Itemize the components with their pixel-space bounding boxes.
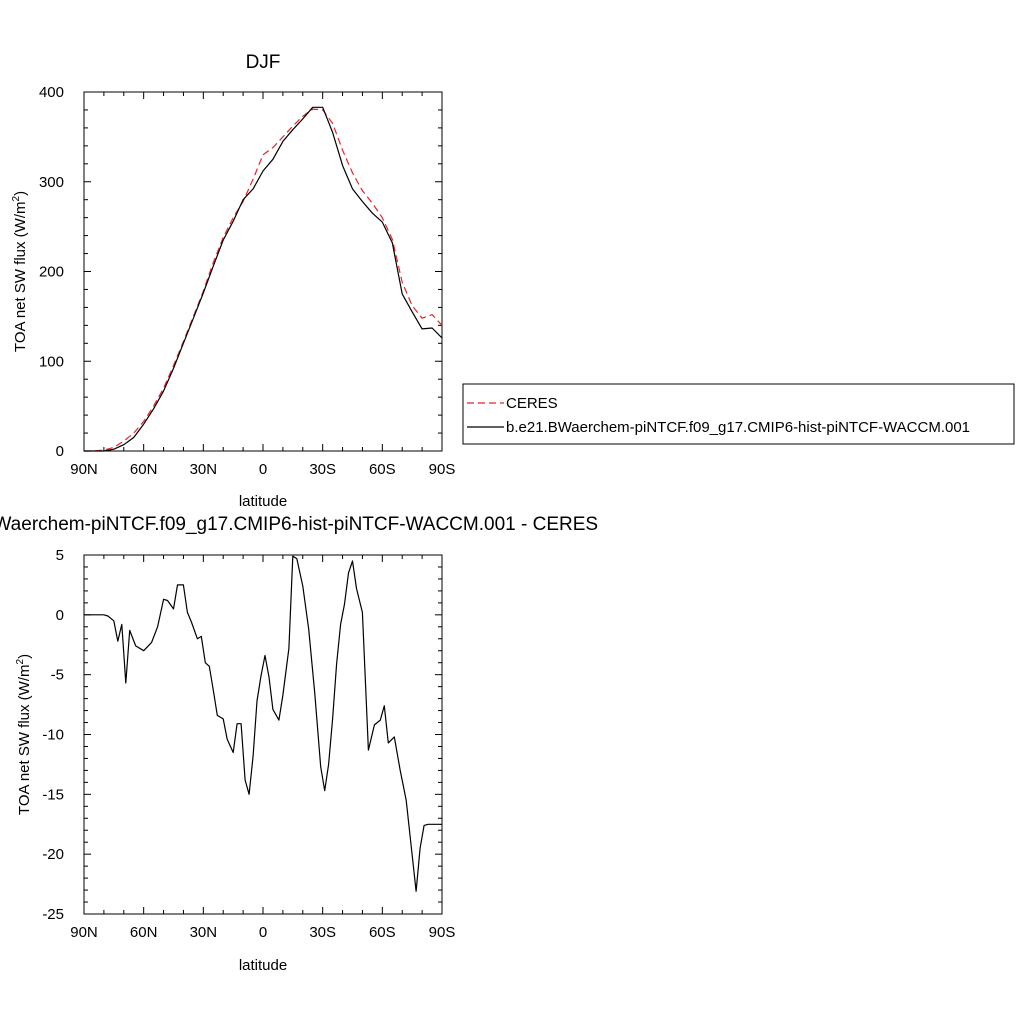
x-tick-label: 90N — [70, 924, 98, 941]
legend: CERES b.e21.BWaerchem-piNTCF.f09_g17.CMI… — [462, 383, 1015, 445]
x-tick-label: 90N — [70, 461, 98, 478]
chart-bottom-title: b.e21.BWaerchem-piNTCF.f09_g17.CMIP6-his… — [0, 514, 598, 535]
x-tick-label: 90S — [429, 461, 456, 478]
y-tick-label: -10 — [42, 727, 64, 744]
y-tick-label: 100 — [39, 353, 64, 370]
chart-top-title: DJF — [246, 52, 281, 73]
y-tick-label: 400 — [39, 84, 64, 101]
y-label-tail: ) — [16, 654, 33, 659]
y-tick-label: -5 — [51, 667, 64, 684]
chart-bottom: b.e21.BWaerchem-piNTCF.f09_g17.CMIP6-his… — [0, 514, 598, 974]
x-tick-label: 30N — [190, 461, 218, 478]
y-label-superscript: 2 — [15, 658, 26, 664]
chart-bottom-y-axis-label: TOA net SW flux (W/m2) — [15, 654, 33, 815]
plot-frame — [83, 91, 443, 452]
y-tick-label: 0 — [56, 443, 64, 460]
y-tick-label: 0 — [56, 607, 64, 624]
legend-entry-model: b.e21.BWaerchem-piNTCF.f09_g17.CMIP6-his… — [506, 419, 970, 436]
y-tick-label: -15 — [42, 786, 64, 803]
series-line-1 — [84, 106, 443, 452]
y-label-main: TOA net SW flux (W/m — [12, 201, 29, 352]
chart-bottom-x-axis-label: latitude — [239, 957, 287, 974]
y-label-superscript: 2 — [11, 195, 22, 201]
legend-entry-ceres: CERES — [506, 395, 558, 412]
x-tick-label: 60N — [130, 924, 158, 941]
series-line-0 — [84, 108, 443, 452]
y-tick-label: 5 — [56, 547, 64, 564]
x-tick-label: 30N — [190, 924, 218, 941]
x-tick-label: 0 — [259, 924, 267, 941]
y-label-tail: ) — [12, 191, 29, 196]
x-tick-label: 30S — [309, 461, 336, 478]
y-tick-label: -25 — [42, 906, 64, 923]
y-tick-label: -20 — [42, 846, 64, 863]
chart-top-y-axis-label: TOA net SW flux (W/m2) — [11, 191, 29, 352]
chart-bottom-plot-area: 90N 60N 30N 0 30S 60S 90S 5 0 -5 -10 -15 -20 -25 — [42, 547, 455, 941]
x-tick-label: 30S — [309, 924, 336, 941]
y-label-main: TOA net SW flux (W/m — [16, 664, 33, 815]
x-tick-label: 0 — [259, 461, 267, 478]
y-tick-label: 200 — [39, 264, 64, 281]
legend-box — [462, 383, 1015, 445]
y-tick-label: 300 — [39, 174, 64, 191]
plot-frame — [83, 554, 443, 915]
x-tick-label: 60S — [369, 924, 396, 941]
x-tick-label: 90S — [429, 924, 456, 941]
x-tick-label: 60S — [369, 461, 396, 478]
chart-top: DJF 90N 60N 30N 0 30S 60S 90S 0 100 200 300 400 lat… — [11, 52, 455, 510]
chart-top-x-axis-label: latitude — [239, 493, 287, 510]
chart-top-plot-area: 90N 60N 30N 0 30S 60S 90S 0 100 200 300 400 — [39, 84, 455, 478]
x-tick-label: 60N — [130, 461, 158, 478]
series-line-0 — [84, 555, 442, 892]
